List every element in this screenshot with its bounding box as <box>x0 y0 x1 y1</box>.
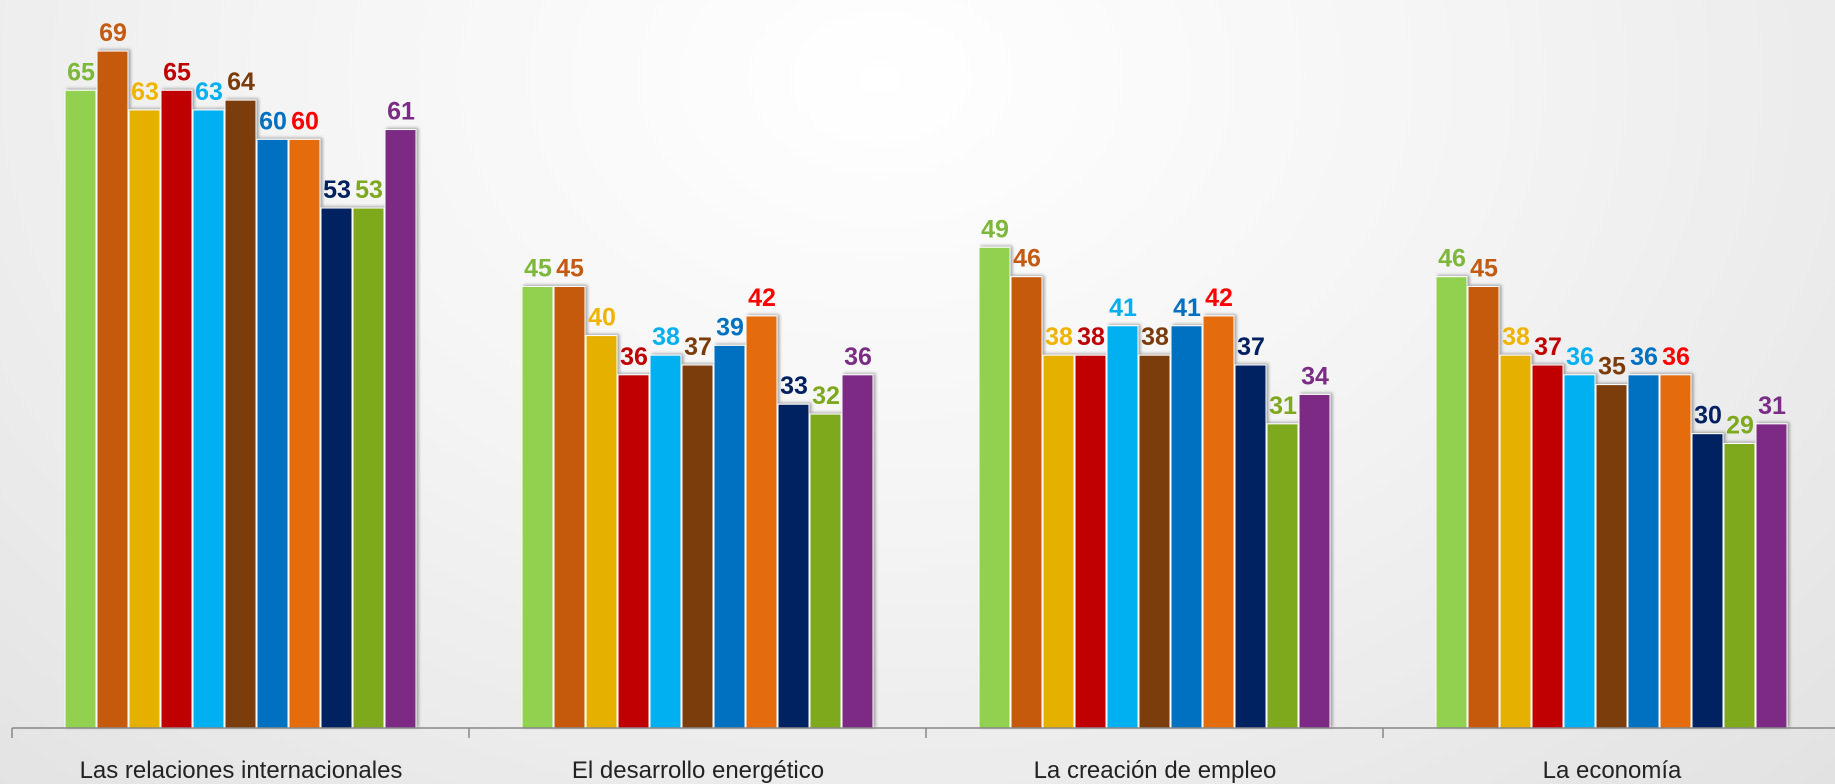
value-label: 30 <box>1694 402 1722 430</box>
bar <box>1499 354 1532 729</box>
bar <box>841 374 874 729</box>
value-label: 37 <box>1237 333 1265 361</box>
value-label: 38 <box>1077 323 1105 351</box>
value-label: 35 <box>1598 353 1626 381</box>
x-tick-label: Las relaciones internacionales <box>80 757 403 784</box>
bar <box>384 129 417 729</box>
value-label: 41 <box>1109 294 1137 322</box>
value-label: 60 <box>259 107 287 135</box>
bar <box>128 109 161 729</box>
value-label: 36 <box>620 343 648 371</box>
bar <box>681 364 714 729</box>
value-label: 65 <box>67 58 95 86</box>
bar <box>1042 354 1075 729</box>
bar <box>1531 364 1564 729</box>
value-label: 53 <box>323 176 351 204</box>
value-label: 36 <box>1566 343 1594 371</box>
value-label: 40 <box>588 304 616 332</box>
bar <box>1755 423 1788 729</box>
bar <box>1106 325 1139 729</box>
bar <box>1010 276 1043 729</box>
bar <box>1467 286 1500 729</box>
bar <box>1627 374 1660 729</box>
value-label: 63 <box>131 78 159 106</box>
value-label: 45 <box>556 255 584 283</box>
value-label: 61 <box>387 98 415 126</box>
bar <box>617 374 650 729</box>
bar <box>978 246 1011 729</box>
bar <box>320 207 353 729</box>
value-label: 64 <box>227 68 255 96</box>
value-label: 38 <box>1141 323 1169 351</box>
bar <box>96 50 129 729</box>
bar <box>809 413 842 729</box>
x-tick-label: La creación de empleo <box>1034 757 1277 784</box>
value-label: 53 <box>355 176 383 204</box>
value-label: 41 <box>1173 294 1201 322</box>
value-label: 37 <box>684 333 712 361</box>
value-label: 36 <box>1630 343 1658 371</box>
value-label: 34 <box>1301 362 1329 390</box>
bar <box>1234 364 1267 729</box>
value-label: 29 <box>1726 411 1754 439</box>
value-label: 36 <box>844 343 872 371</box>
value-label: 65 <box>163 58 191 86</box>
value-label: 42 <box>748 284 776 312</box>
bar <box>1202 315 1235 729</box>
value-label: 38 <box>1045 323 1073 351</box>
value-label: 46 <box>1438 245 1466 273</box>
x-tick-label: La economía <box>1543 757 1682 784</box>
bar <box>1563 374 1596 729</box>
value-label: 38 <box>1502 323 1530 351</box>
bar <box>713 344 746 729</box>
bar <box>1074 354 1107 729</box>
value-label: 63 <box>195 78 223 106</box>
bar <box>352 207 385 729</box>
bar <box>160 89 193 729</box>
bar <box>1266 423 1299 729</box>
bar <box>192 109 225 729</box>
value-label: 38 <box>652 323 680 351</box>
bar <box>553 286 586 729</box>
value-label: 42 <box>1205 284 1233 312</box>
value-label: 31 <box>1758 392 1786 420</box>
bar <box>224 99 257 729</box>
value-label: 36 <box>1662 343 1690 371</box>
value-label: 31 <box>1269 392 1297 420</box>
bar <box>256 138 289 729</box>
bar <box>64 89 97 729</box>
bar <box>745 315 778 729</box>
bar <box>585 335 618 729</box>
value-label: 45 <box>1470 255 1498 283</box>
bar <box>1435 276 1468 729</box>
value-label: 37 <box>1534 333 1562 361</box>
value-label: 45 <box>524 255 552 283</box>
value-label: 32 <box>812 382 840 410</box>
bars <box>64 50 1788 729</box>
x-tick-label: El desarrollo energético <box>572 757 824 784</box>
bar <box>1723 442 1756 729</box>
value-label: 33 <box>780 372 808 400</box>
bar <box>1138 354 1171 729</box>
bar <box>649 354 682 729</box>
value-label: 60 <box>291 107 319 135</box>
bar <box>777 403 810 729</box>
value-label: 49 <box>981 215 1009 243</box>
bar <box>1170 325 1203 729</box>
value-label: 69 <box>99 19 127 47</box>
bar <box>288 138 321 729</box>
bar <box>1659 374 1692 729</box>
value-label: 39 <box>716 313 744 341</box>
bar <box>1691 433 1724 729</box>
value-label: 46 <box>1013 245 1041 273</box>
bar <box>1595 384 1628 729</box>
bar <box>1298 393 1331 729</box>
bar <box>521 286 554 729</box>
